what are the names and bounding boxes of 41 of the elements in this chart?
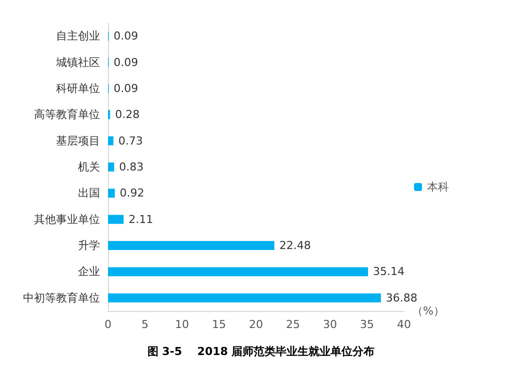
- text: 图 3-5 2018 届师范类毕业生就业单位分布: [147, 345, 375, 358]
- bar: [108, 241, 274, 250]
- bar: [108, 162, 114, 172]
- data-label: 35.14: [373, 265, 405, 278]
- data-label: 2.11: [128, 212, 154, 226]
- x-tick-label: 20: [249, 318, 263, 331]
- x-tick-label: 40: [397, 318, 411, 331]
- data-label: 22.48: [279, 239, 311, 252]
- bar: [108, 267, 368, 276]
- y-tick-label: 机关: [78, 160, 100, 174]
- y-tick-label: 中初等教育单位: [23, 291, 100, 304]
- y-tick-label: 出国: [78, 186, 100, 200]
- data-label: 0.83: [119, 160, 144, 174]
- y-tick-label: 科研单位: [56, 82, 100, 95]
- bar: [108, 136, 114, 146]
- x-tick-label: 10: [175, 318, 189, 331]
- legend-label: 本科: [427, 180, 449, 194]
- bar: [108, 214, 124, 224]
- x-tick-label: 30: [323, 318, 337, 331]
- data-label: 0.09: [114, 30, 138, 43]
- data-label: 0.73: [118, 134, 143, 148]
- y-tick-label: 高等教育单位: [34, 108, 100, 122]
- x-axis-title: （%）: [412, 304, 444, 318]
- y-tick-label: 升学: [78, 239, 100, 252]
- x-tick-label: 5: [142, 318, 148, 331]
- data-label: 0.09: [114, 56, 138, 69]
- x-tick-label: 0: [104, 318, 112, 331]
- data-label: 0.09: [114, 82, 138, 95]
- bar: [108, 188, 115, 198]
- y-tick-label: 基层项目: [56, 134, 100, 148]
- x-tick-label: 35: [360, 318, 374, 331]
- y-tick-label: 自主创业: [56, 30, 100, 43]
- y-tick-label: 城镇社区: [55, 56, 100, 69]
- x-tick-label: 25: [286, 318, 300, 331]
- x-tick-label: 15: [212, 318, 226, 331]
- y-tick-label: 其他事业单位: [34, 212, 100, 226]
- y-tick-label: 企业: [78, 265, 100, 278]
- data-label: 0.92: [120, 186, 144, 200]
- bar: [108, 293, 381, 302]
- data-label: 0.28: [115, 108, 140, 122]
- data-label: 36.88: [386, 291, 418, 304]
